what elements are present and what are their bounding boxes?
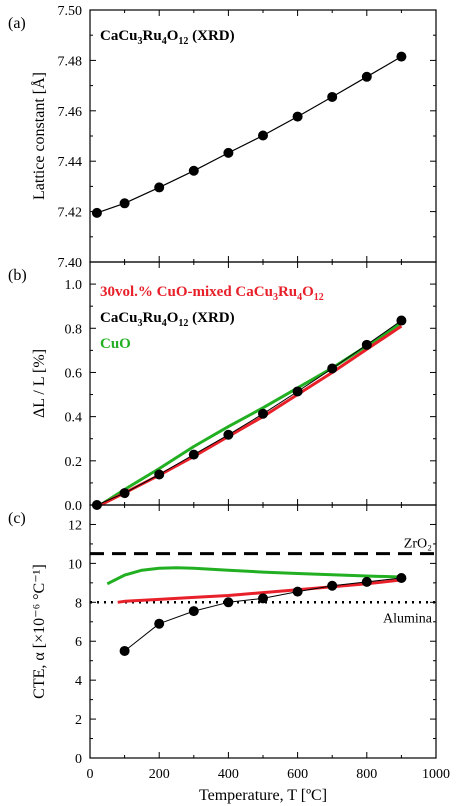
data-point — [188, 449, 199, 460]
annotation-text: Ru — [143, 28, 162, 44]
series-line — [106, 566, 402, 586]
y-tick-label: 7.46 — [58, 105, 83, 120]
y-tick-label: 7.44 — [58, 155, 83, 170]
x-tick-label: 800 — [356, 767, 377, 782]
annotation-text: Ru — [143, 310, 162, 326]
annotation-text: (XRD) — [188, 28, 234, 44]
data-point — [327, 91, 338, 102]
data-point — [396, 51, 407, 62]
y-tick-label: 8 — [75, 596, 82, 611]
data-point — [154, 182, 165, 193]
x-tick-label: 1000 — [422, 767, 450, 782]
annotation-text: CaCu — [100, 28, 138, 44]
y-tick-label: 2 — [75, 713, 82, 728]
annotation-subscript: 12 — [178, 36, 188, 47]
reference-label: ZrO₂ — [404, 537, 432, 552]
panel-1 — [89, 9, 437, 263]
y-tick-label: 0.8 — [65, 322, 83, 337]
y-axis-label: Lattice constant [Å] — [30, 72, 48, 200]
legend-entry: CuO — [100, 336, 131, 352]
data-point — [188, 606, 199, 617]
data-point — [258, 593, 268, 604]
series-line — [117, 578, 402, 604]
data-point — [361, 339, 372, 350]
data-point — [292, 586, 303, 597]
panel-label: (a) — [8, 15, 26, 32]
y-tick-label: 7.40 — [58, 256, 83, 271]
data-point — [396, 572, 407, 583]
annotation-subscript: 4 — [162, 318, 167, 329]
data-point — [223, 429, 234, 440]
data-point — [119, 198, 130, 209]
panel-label: (c) — [8, 510, 26, 527]
y-tick-label: 0.6 — [65, 366, 83, 381]
x-tick-label: 400 — [218, 767, 239, 782]
data-point — [361, 71, 372, 82]
annotation-subscript: 3 — [138, 36, 143, 47]
x-tick-label: 200 — [149, 767, 170, 782]
y-tick-label: 4 — [75, 674, 82, 689]
data-point — [327, 580, 338, 591]
y-axis-label: CTE, α [×10⁻⁶ °C⁻¹] — [31, 564, 48, 699]
data-point — [119, 488, 130, 499]
y-tick-label: 7.42 — [58, 206, 83, 221]
y-tick-label: 0.0 — [65, 499, 83, 514]
data-point — [327, 363, 338, 374]
legend-entry: 30vol.% CuO-mixed CaCu3Ru4O12 — [100, 284, 324, 303]
annotation-subscript: 12 — [178, 318, 188, 329]
series-line — [96, 56, 402, 214]
annotation-text: (XRD) — [188, 310, 234, 326]
annotation-text: O — [167, 310, 179, 326]
annotation-text: O — [167, 28, 179, 44]
y-tick-label: 1.0 — [65, 278, 83, 293]
panel-3 — [89, 504, 437, 759]
annotation-text: Ru — [278, 284, 297, 300]
data-point — [154, 618, 165, 629]
data-point — [188, 165, 199, 176]
annotation-subscript: 4 — [297, 292, 302, 303]
x-axis-label: Temperature, T [ºC] — [199, 787, 327, 804]
annotation-subscript: 12 — [314, 292, 324, 303]
x-tick-label: 0 — [87, 767, 94, 782]
annotation: CaCu3Ru4O12 (XRD) — [100, 28, 235, 47]
annotation-subscript: 4 — [162, 36, 167, 47]
y-tick-label: 7.48 — [58, 54, 83, 69]
data-point — [361, 576, 372, 587]
data-point — [223, 597, 234, 608]
data-point — [223, 147, 234, 158]
x-tick-label: 600 — [287, 767, 308, 782]
data-point — [292, 111, 303, 122]
data-point — [154, 469, 165, 480]
series-line — [124, 577, 402, 652]
annotation-subscript: 3 — [138, 318, 143, 329]
series-line — [96, 320, 402, 506]
annotation-text: 30vol.% CuO-mixed CaCu — [100, 284, 273, 300]
y-tick-label: 12 — [68, 518, 82, 533]
y-tick-label: 10 — [68, 557, 82, 572]
data-point — [119, 645, 130, 656]
y-tick-label: 0 — [75, 752, 82, 767]
y-axis-label: ΔL / L [%] — [31, 349, 48, 418]
y-tick-label: 7.50 — [58, 4, 83, 19]
annotation-text: CaCu — [100, 310, 138, 326]
y-tick-label: 0.4 — [65, 411, 83, 426]
annotation-text: CuO — [100, 336, 131, 352]
y-tick-label: 0.2 — [65, 455, 83, 470]
reference-label: Alumina — [383, 611, 433, 626]
plot-frame — [89, 504, 437, 759]
panel-2 — [89, 261, 437, 510]
data-point — [258, 130, 268, 141]
data-point — [396, 315, 407, 326]
data-point — [258, 408, 268, 419]
data-point — [91, 207, 102, 218]
annotation-subscript: 3 — [273, 292, 278, 303]
panel-label: (b) — [8, 267, 27, 284]
annotation-text: O — [302, 284, 314, 300]
data-point — [292, 386, 303, 397]
series-line — [99, 321, 403, 507]
y-tick-label: 6 — [75, 635, 82, 650]
legend-entry: CaCu3Ru4O12 (XRD) — [100, 310, 235, 329]
